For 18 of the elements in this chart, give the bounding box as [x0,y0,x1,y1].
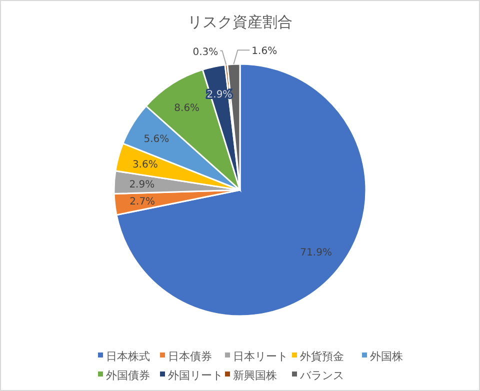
legend-label: 日本株式 [106,350,150,363]
data-label: 1.6% [252,46,278,58]
data-label: 5.6% [144,134,170,145]
legend-label: 外国株 [370,350,403,363]
data-label: 2.7% [130,196,156,208]
data-label: 0.3% [192,46,218,58]
legend-label: 日本債券 [168,350,212,363]
chart-title: リスク資産割合 [188,13,292,31]
legend-label: 外貨預金 [300,350,344,363]
data-label: 8.6% [174,102,200,114]
data-label: 71.9% [300,248,332,259]
legend-label: 新興国株 [233,369,277,382]
data-label: 2.9% [129,179,155,190]
legend-label: 日本リート [233,350,288,363]
legend-label: バランス [299,369,344,382]
legend-label: 外国債券 [106,369,150,382]
data-label: 3.6% [132,160,158,171]
legend-label: 外国リート [168,369,223,382]
